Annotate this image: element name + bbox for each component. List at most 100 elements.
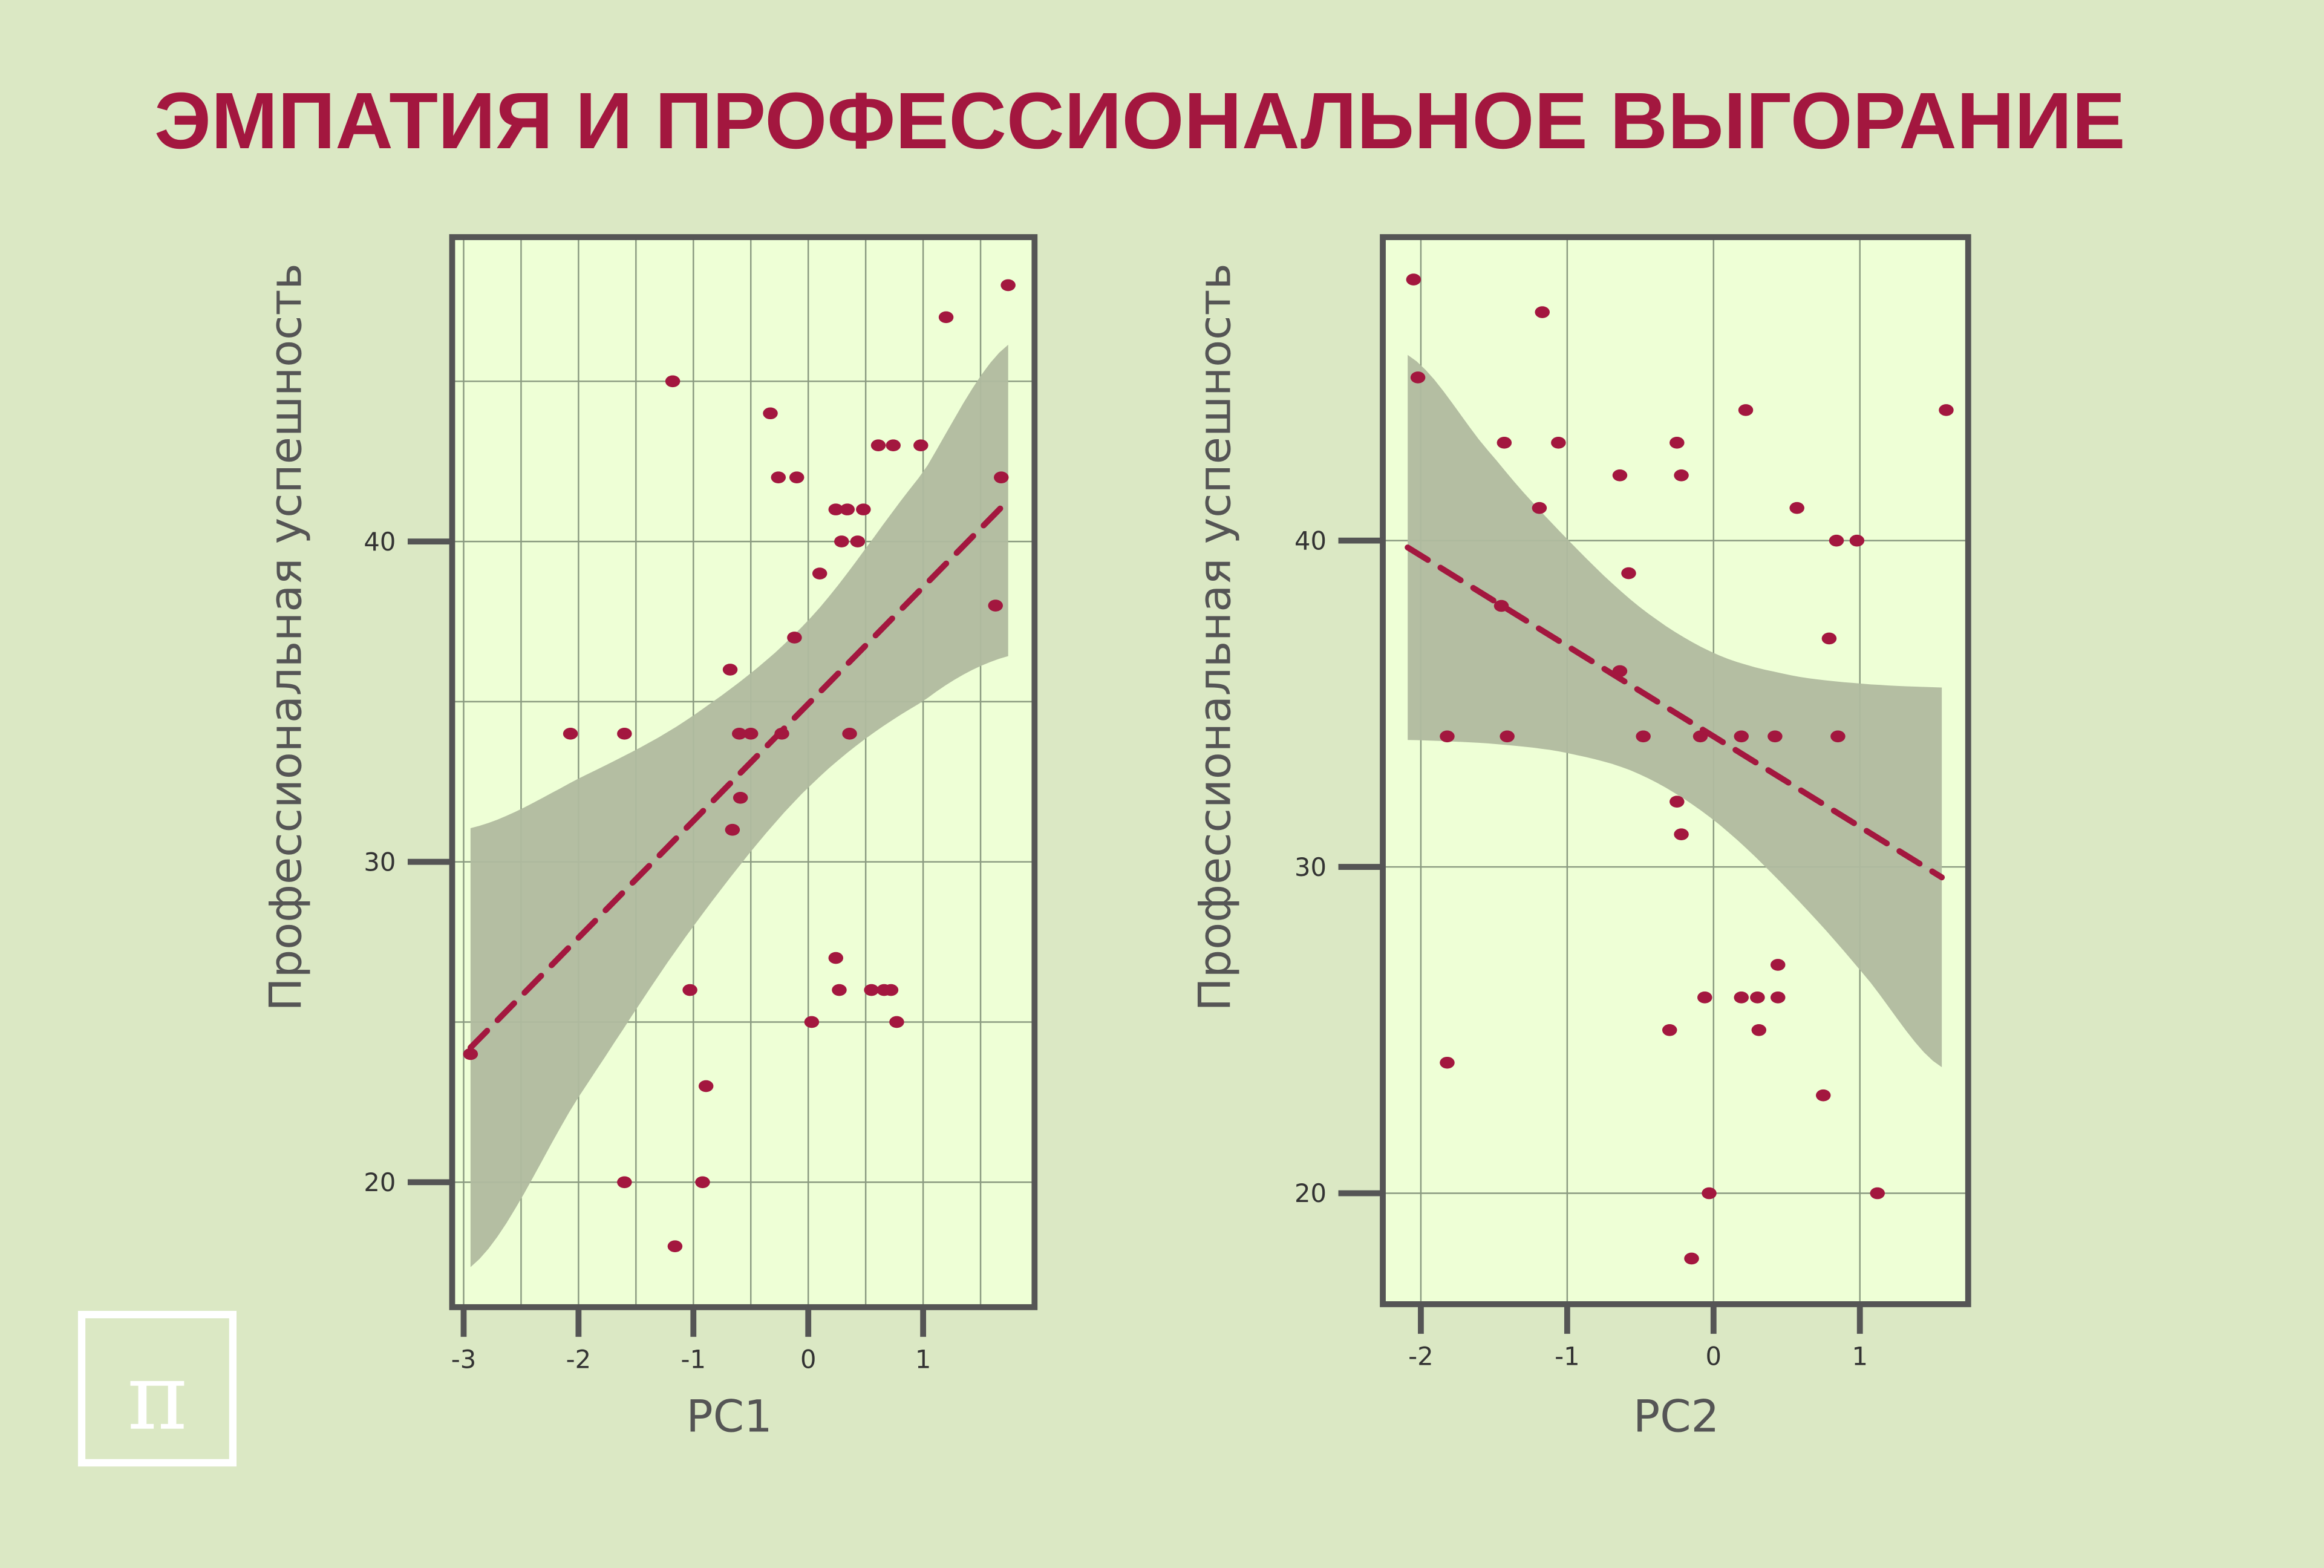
data-point	[993, 471, 1009, 483]
data-point	[1674, 828, 1689, 840]
x-tick-label: 0	[1706, 1341, 1722, 1371]
confidence-band	[470, 344, 1008, 1267]
data-point	[1636, 730, 1651, 743]
data-point	[1674, 469, 1689, 482]
data-point	[828, 952, 844, 964]
y-tick-label: 40	[1294, 526, 1327, 555]
data-point	[1815, 1089, 1831, 1102]
data-point	[763, 407, 778, 420]
data-point	[1767, 730, 1783, 743]
y-tick-label: 20	[1294, 1178, 1327, 1208]
data-point	[787, 632, 802, 644]
data-point	[1789, 501, 1804, 514]
data-point	[1662, 1024, 1677, 1036]
data-point	[1770, 991, 1786, 1004]
data-point	[1849, 534, 1865, 547]
x-tick-label: -2	[566, 1344, 592, 1374]
logo-frame	[77, 1310, 237, 1467]
data-point	[733, 791, 748, 804]
data-point	[1751, 1024, 1767, 1036]
data-point	[682, 984, 697, 996]
data-point	[1750, 991, 1765, 1004]
data-point	[1612, 469, 1628, 482]
data-point	[1410, 371, 1426, 384]
data-point	[913, 439, 929, 452]
data-point	[1684, 1252, 1699, 1265]
data-point	[886, 439, 901, 452]
data-point	[1870, 1187, 1885, 1200]
data-point	[834, 535, 849, 547]
chart-pc1: -3 -2 -1 0 1 20 30 40 Профессиональная успешнос…	[261, 234, 1038, 1443]
data-point	[850, 535, 866, 547]
data-point	[732, 728, 747, 740]
data-point	[870, 439, 886, 452]
data-point	[1821, 632, 1837, 645]
data-point	[1697, 991, 1712, 1004]
data-point	[1440, 1056, 1455, 1069]
x-tick-label: 0	[800, 1344, 816, 1374]
plot-area: -3 -2 -1 0 1 20 30 40	[364, 234, 1038, 1374]
plot-frame	[1380, 234, 1971, 1307]
data-point	[1440, 730, 1455, 743]
data-point	[938, 311, 954, 324]
data-point	[1734, 991, 1749, 1004]
data-point	[883, 984, 899, 996]
data-point	[1939, 404, 1954, 416]
data-point	[1830, 730, 1846, 743]
y-axis-label: Профессиональная успешность	[1190, 263, 1241, 1011]
data-point	[828, 503, 844, 515]
data-point	[1000, 279, 1016, 292]
x-tick-label: 1	[1852, 1341, 1867, 1371]
data-point	[463, 1048, 478, 1060]
data-point	[804, 1016, 820, 1028]
data-point	[722, 664, 738, 676]
chart-pc2: -2 -1 0 1 20 30 40 Профессиональная успешность…	[1190, 234, 1971, 1443]
data-point	[1535, 306, 1550, 318]
plot-area: -2 -1 0 1 20 30 40	[1294, 234, 1971, 1371]
data-point	[889, 1016, 904, 1028]
data-point	[832, 984, 847, 996]
data-point	[1702, 1187, 1717, 1200]
data-point	[812, 567, 827, 580]
y-tick-label: 30	[1294, 852, 1327, 882]
data-point	[1497, 437, 1512, 449]
data-point	[1829, 534, 1844, 547]
x-tick-label: -2	[1408, 1341, 1434, 1371]
data-point	[1738, 404, 1754, 416]
data-point	[667, 1240, 683, 1252]
plot-frame	[449, 234, 1038, 1310]
y-tick-label: 40	[364, 527, 396, 557]
data-point	[1500, 730, 1515, 743]
data-point	[1532, 501, 1547, 514]
x-tick-label: -1	[681, 1344, 707, 1374]
x-axis-label: PC1	[686, 1391, 772, 1443]
y-tick-label: 20	[364, 1168, 396, 1197]
regression-line	[467, 497, 1011, 1051]
pi-logo-icon: π	[127, 1344, 188, 1451]
y-axis-label: Профессиональная успешность	[261, 263, 312, 1011]
data-point	[563, 728, 578, 740]
x-tick-label: -1	[1555, 1341, 1580, 1371]
data-point	[842, 728, 857, 740]
data-point	[856, 503, 871, 515]
data-point	[789, 471, 805, 483]
data-point	[695, 1176, 710, 1189]
x-axis-label: PC2	[1633, 1391, 1719, 1443]
data-point	[617, 728, 632, 740]
x-tick-label: 1	[915, 1344, 931, 1374]
data-point	[988, 599, 1003, 612]
data-point	[665, 375, 681, 388]
regression-line	[1405, 544, 1945, 881]
data-point	[725, 823, 740, 836]
data-point	[771, 471, 786, 483]
y-tick-label: 30	[364, 847, 396, 877]
data-point	[1670, 437, 1685, 449]
data-point	[1621, 567, 1636, 580]
data-point	[1551, 437, 1566, 449]
data-point	[1406, 273, 1421, 286]
page-title: ЭМПАТИЯ И ПРОФЕССИОНАЛЬНОЕ ВЫГОРАНИЕ	[154, 76, 2126, 166]
data-point	[1770, 959, 1786, 971]
data-point	[864, 984, 879, 996]
data-point	[1670, 795, 1685, 808]
